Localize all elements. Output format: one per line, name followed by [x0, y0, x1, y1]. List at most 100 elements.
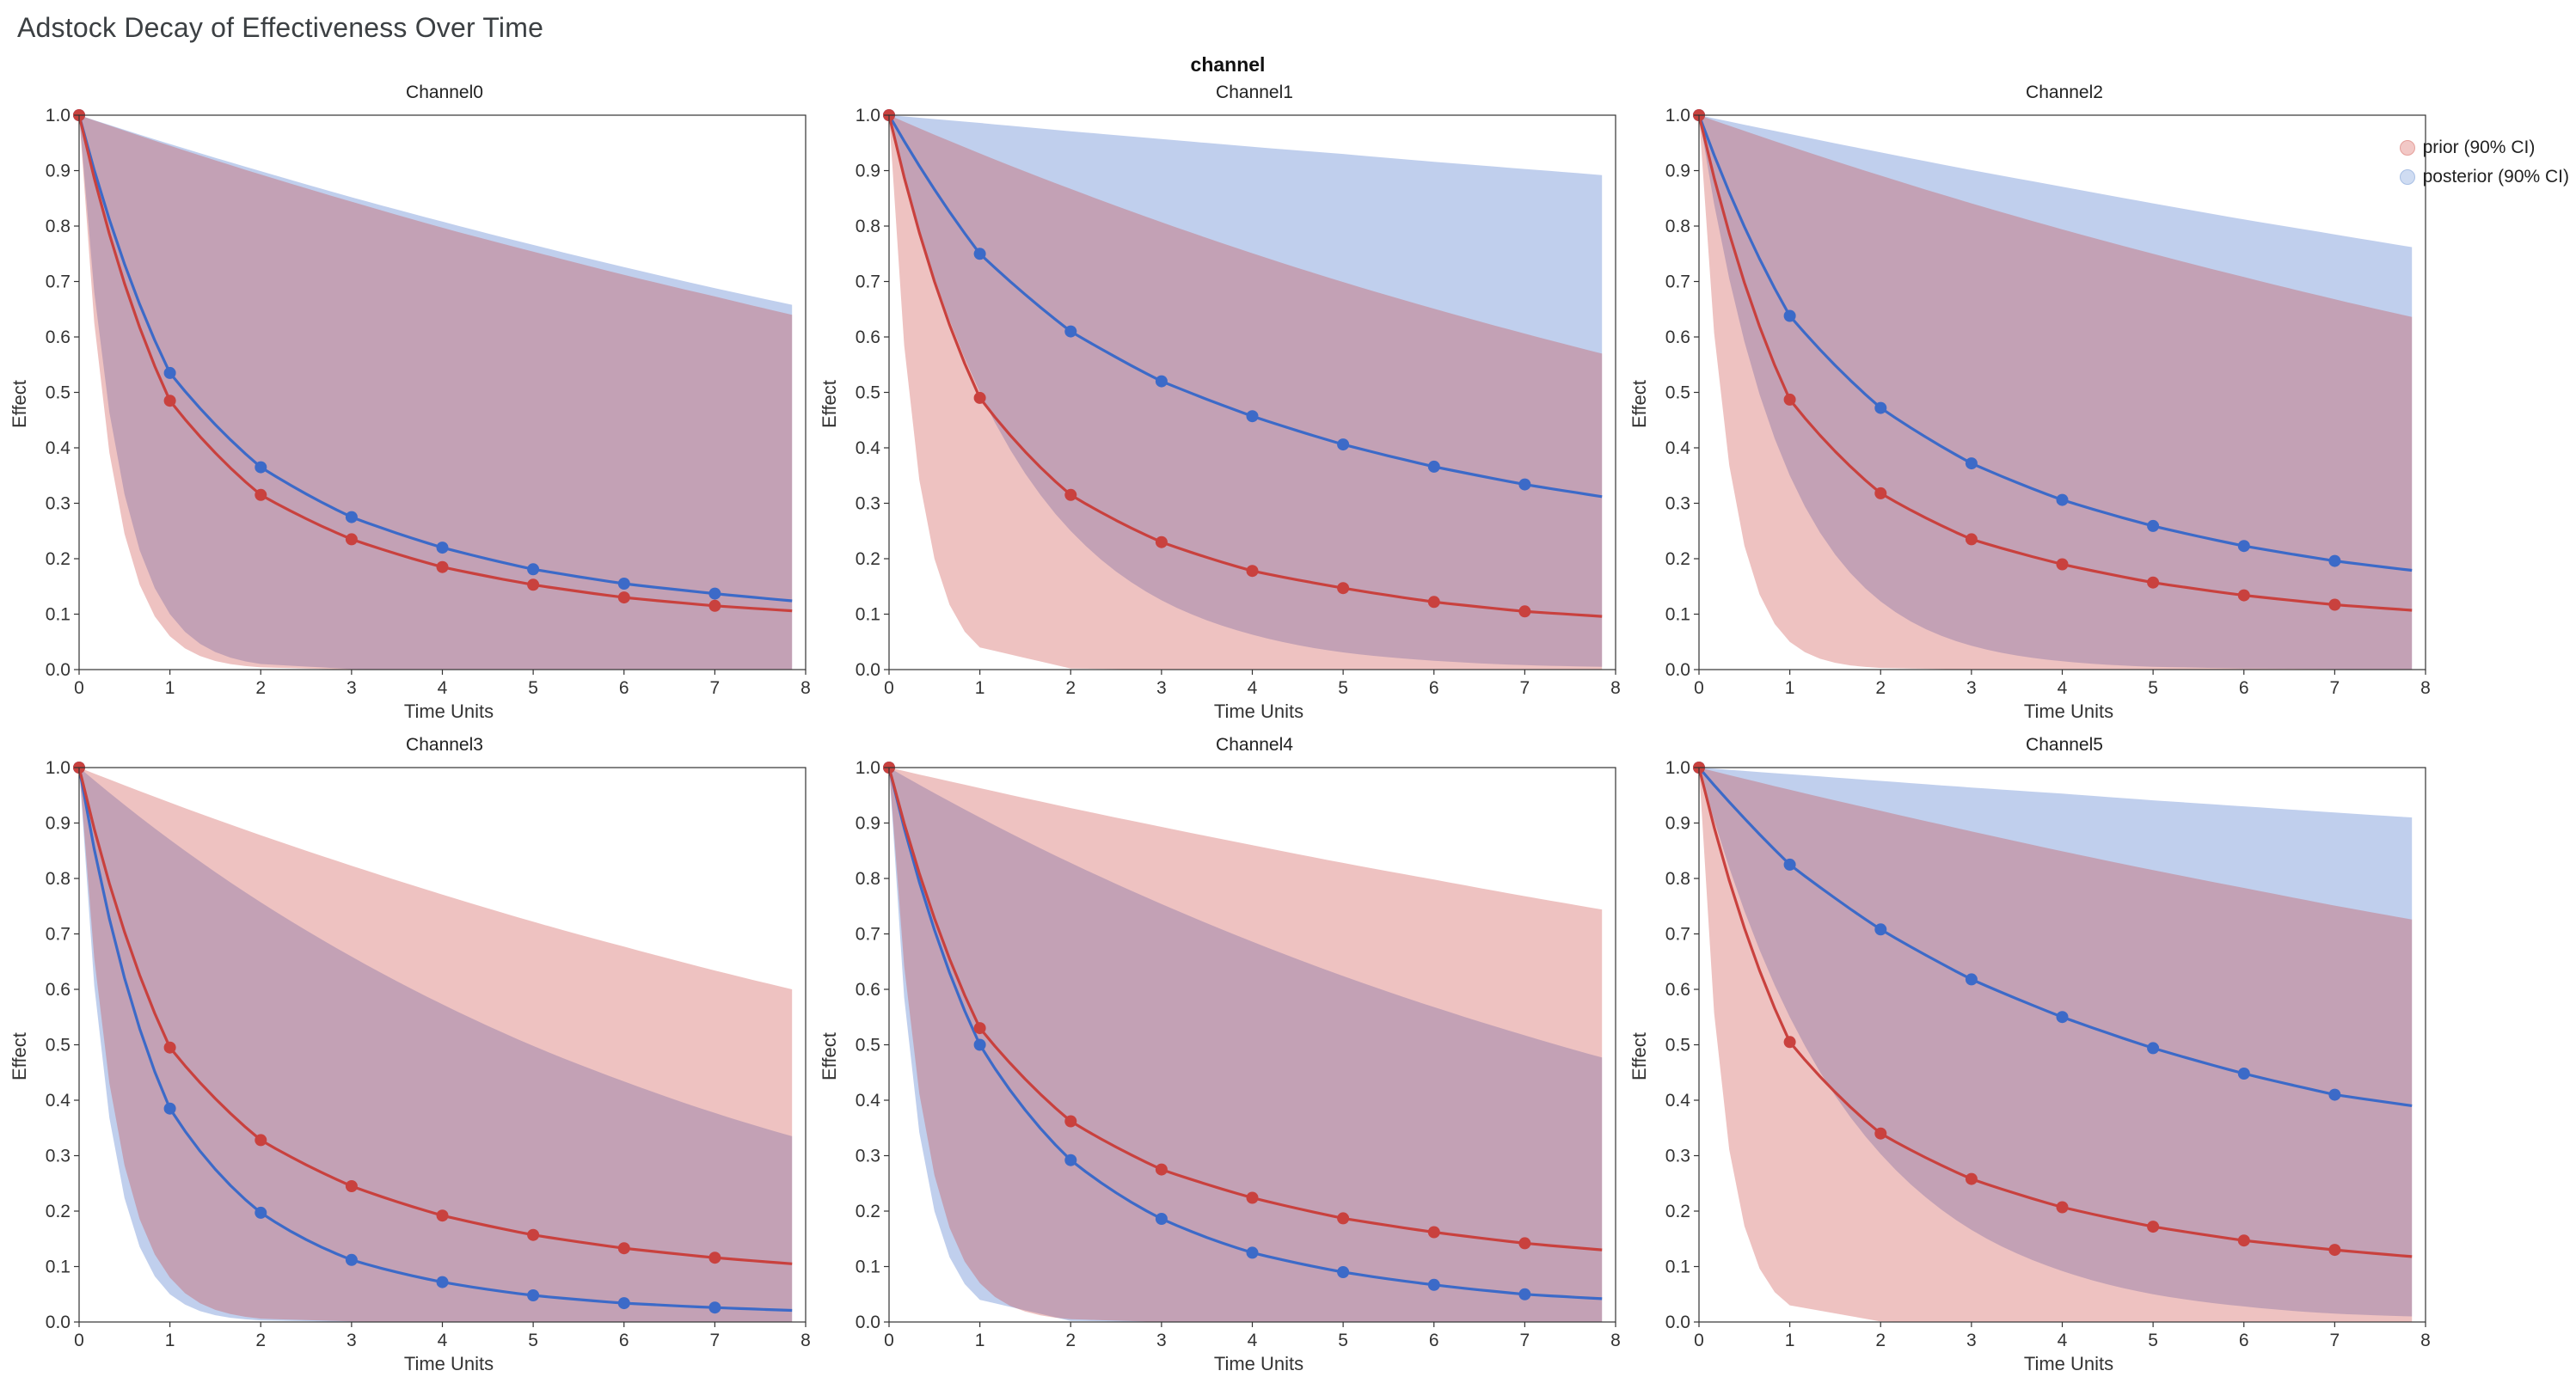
posterior-mean-marker: [1965, 973, 1978, 986]
x-tick-label: 1: [1785, 678, 1795, 698]
y-tick-label: 0.6: [856, 980, 880, 1000]
posterior-mean-marker: [255, 461, 267, 474]
y-tick-label: 0.4: [1665, 1091, 1691, 1111]
posterior-mean-marker: [2237, 540, 2250, 553]
x-tick-label: 6: [2239, 678, 2249, 698]
y-tick-label: 0.4: [856, 438, 881, 458]
prior-ci-band: [889, 115, 1603, 670]
posterior-mean-marker: [708, 1301, 721, 1314]
subplot-title-channel2: Channel2: [2026, 83, 2103, 102]
prior-mean-marker: [1337, 582, 1350, 595]
prior-mean-marker: [973, 391, 986, 404]
y-tick-label: 0.9: [1665, 162, 1690, 181]
y-tick-label: 0.8: [856, 869, 880, 889]
x-tick-label: 1: [1785, 1331, 1795, 1350]
posterior-mean-marker: [1783, 309, 1796, 322]
y-tick-label: 0.9: [1665, 814, 1690, 834]
subplot-channel5: Channel5 Effect 0 1 2 3 4 5 6 7 8 0.0 0.1 0.2 0.3 0.4…: [1628, 735, 2438, 1375]
x-tick-label: 6: [619, 1331, 629, 1350]
posterior-mean-marker: [2147, 519, 2160, 532]
x-tick-label: 5: [2148, 1331, 2158, 1350]
y-tick-label: 0.2: [856, 549, 880, 569]
y-tick-label: 0.2: [1665, 549, 1690, 569]
x-tick-label: 4: [2058, 678, 2068, 698]
posterior-mean-marker: [1337, 438, 1350, 451]
x-tick-label: 4: [438, 678, 448, 698]
prior-mean-marker: [527, 578, 540, 591]
legend-label-posterior: posterior (90% CI): [2422, 167, 2569, 187]
prior-mean-marker: [1427, 1226, 1440, 1239]
x-tick-label: 5: [528, 678, 538, 698]
x-tick-label: 8: [1610, 678, 1621, 698]
y-tick-label: 0.0: [1665, 1313, 1690, 1332]
subplot-grid: Channel0 Effect 0 1 2 3 4 5 6 7 8 0.0 0.1 0.2 0.3 0.4…: [9, 83, 2438, 1375]
prior-ci-band: [1699, 115, 2413, 670]
prior-ci-swatch-icon: [2399, 140, 2415, 156]
x-tick-label: 5: [1338, 678, 1348, 698]
y-tick-label: 1.0: [1665, 108, 1690, 125]
y-tick-label: 0.1: [856, 1258, 880, 1277]
y-tick-label: 0.4: [46, 1091, 71, 1111]
x-tick-label: 6: [1429, 678, 1439, 698]
prior-mean-marker: [436, 560, 449, 573]
posterior-ci-band: [79, 768, 793, 1322]
subplot-channel4: Channel4 Effect 0 1 2 3 4 5 6 7 8 0.0 0.1 0.2 0.3 0.4…: [819, 735, 1628, 1375]
y-tick-label: 0.3: [856, 494, 880, 514]
x-axis-label: Time Units: [2023, 1353, 2114, 1374]
y-tick-label: 0.0: [1665, 660, 1690, 680]
posterior-ci-band: [889, 115, 1603, 667]
legend-item-prior[interactable]: prior (90% CI): [2399, 138, 2569, 158]
y-tick-label: 0.3: [46, 1147, 71, 1166]
prior-ci-band: [889, 768, 1603, 1322]
plot-channel1: 0 1 2 3 4 5 6 7 8 0.0 0.1 0.2 0.3 0.4 0.5 0.6 0.7 0.8 0.9 1…: [856, 108, 1621, 698]
subplot-channel0: Channel0 Effect 0 1 2 3 4 5 6 7 8 0.0 0.1 0.2 0.3 0.4…: [9, 83, 819, 723]
y-tick-label: 0.8: [856, 217, 880, 236]
posterior-mean-marker: [1337, 1266, 1350, 1278]
prior-mean-marker: [708, 1252, 721, 1264]
y-tick-label: 0.5: [856, 383, 880, 403]
x-tick-label: 0: [884, 678, 894, 698]
plot-wrap: Effect 0 1 2 3 4 5 6 7 8 0.0 0.1 0.2 0.3 0.4 0.5 0.6 0.7…: [9, 108, 819, 701]
y-tick-label: 1.0: [46, 761, 71, 778]
y-tick-label: 0.9: [46, 162, 71, 181]
posterior-mean-marker: [163, 366, 176, 379]
prior-mean-marker: [2147, 1221, 2160, 1233]
x-tick-label: 0: [1694, 1331, 1704, 1350]
x-tick-label: 7: [2330, 1331, 2340, 1350]
x-tick-label: 4: [438, 1331, 448, 1350]
legend: prior (90% CI) posterior (90% CI): [2399, 138, 2569, 187]
prior-mean-marker: [1783, 393, 1796, 406]
plot-wrap: Effect 0 1 2 3 4 5 6 7 8 0.0 0.1 0.2 0.3 0.4 0.5 0.6 0.7…: [819, 108, 1628, 701]
prior-mean-marker: [1518, 605, 1531, 618]
y-tick-label: 0.8: [1665, 217, 1690, 236]
prior-mean-marker: [345, 533, 358, 546]
x-tick-label: 6: [619, 678, 629, 698]
posterior-mean-marker: [1155, 1213, 1168, 1225]
y-tick-label: 0.4: [46, 438, 71, 458]
legend-item-posterior[interactable]: posterior (90% CI): [2399, 167, 2569, 187]
posterior-mean-marker: [255, 1206, 267, 1219]
posterior-mean-marker: [1246, 410, 1259, 423]
posterior-ci-band: [1699, 768, 2413, 1317]
posterior-mean-marker: [527, 1289, 540, 1301]
y-tick-label: 0.6: [46, 327, 71, 347]
y-tick-label: 0.3: [1665, 494, 1690, 514]
y-axis-label: Effect: [819, 1032, 840, 1081]
x-tick-label: 3: [347, 1331, 357, 1350]
plot-wrap: Effect 0 1 2 3 4 5 6 7 8 0.0 0.1 0.2 0.3 0.4 0.5 0.6 0.7…: [1628, 761, 2438, 1353]
x-tick-label: 1: [165, 678, 175, 698]
y-tick-label: 0.9: [856, 814, 880, 834]
y-tick-label: 0.1: [46, 1258, 71, 1277]
prior-mean-marker: [345, 1180, 358, 1192]
x-tick-label: 8: [1610, 1331, 1621, 1350]
posterior-ci-band: [889, 768, 1603, 1322]
x-tick-label: 8: [2420, 1331, 2431, 1350]
x-tick-label: 7: [1520, 1331, 1530, 1350]
prior-mean-marker: [2056, 1201, 2069, 1214]
posterior-mean-marker: [1783, 858, 1796, 871]
y-tick-label: 0.5: [1665, 1036, 1690, 1056]
y-tick-label: 0.9: [46, 814, 71, 834]
prior-mean-marker: [527, 1228, 540, 1241]
y-tick-label: 0.1: [1665, 605, 1690, 625]
y-tick-label: 0.2: [1665, 1202, 1690, 1221]
